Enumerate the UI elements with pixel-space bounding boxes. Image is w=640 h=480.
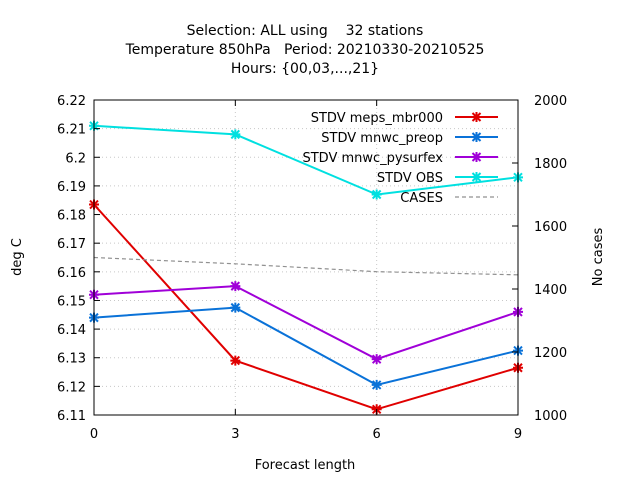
- legend-label-1: STDV mnwc_preop: [321, 131, 443, 146]
- legend-marker-2: [471, 152, 482, 162]
- x-tick-label: 3: [231, 427, 239, 442]
- x-tick-label: 6: [373, 427, 381, 442]
- x-tick-label: 9: [514, 427, 522, 442]
- y2-axis-label: No cases: [591, 228, 606, 287]
- legend-marker-3: [471, 172, 482, 182]
- y-tick-label: 6.17: [57, 237, 86, 252]
- series-line-0: [93, 203, 519, 411]
- tick-labels: 6.11 6.12 6.13 6.14 6.15 6.16 6.17 6.18 6.19 6.2 6…: [57, 94, 567, 442]
- x-tick-label: 0: [90, 427, 98, 442]
- y-tick-label: 6.13: [57, 352, 86, 367]
- legend-label-3: STDV OBS: [377, 171, 443, 186]
- plot-frame: [93, 99, 519, 416]
- y2-tick-label: 1600: [534, 220, 567, 235]
- y-tick-label: 6.11: [57, 409, 86, 424]
- series-line-3: [93, 124, 519, 196]
- data-point-2-2: [371, 354, 382, 365]
- y-tick-label: 6.2: [65, 151, 86, 166]
- x-axis-label: Forecast length: [255, 458, 356, 473]
- chart-title-line-3: Hours: {00,03,...,21}: [231, 61, 379, 77]
- data-point-1-1: [230, 302, 241, 313]
- y2-tick-label: 1000: [534, 409, 567, 424]
- data-point-1-2: [371, 379, 382, 390]
- legend: STDV meps_mbr000 STDV mnwc_preop STDV mnwc…: [302, 111, 498, 206]
- data-point-2-1: [230, 281, 241, 292]
- series-line-2: [93, 285, 519, 361]
- grid: [94, 100, 518, 415]
- data-point-3-2: [371, 189, 382, 200]
- y-axis-label: deg C: [10, 238, 25, 276]
- y-tick-label: 6.16: [57, 266, 86, 281]
- y2-tick-label: 1400: [534, 283, 567, 298]
- legend-marker-0: [471, 112, 482, 122]
- legend-marker-1: [471, 132, 482, 142]
- y-tick-label: 6.22: [57, 94, 86, 109]
- y-tick-label: 6.21: [57, 123, 86, 138]
- series-line-4: [93, 256, 519, 276]
- y2-tick-label: 1800: [534, 157, 567, 172]
- y-tick-label: 6.19: [57, 180, 86, 195]
- y-tick-label: 6.12: [57, 380, 86, 395]
- axes: [93, 99, 519, 416]
- legend-label-0: STDV meps_mbr000: [311, 111, 443, 126]
- y-tick-label: 6.18: [57, 209, 86, 224]
- y2-tick-label: 1200: [534, 346, 567, 361]
- legend-label-4: CASES: [400, 191, 443, 206]
- y-tick-label: 6.14: [57, 323, 86, 338]
- chart-title-line-2: Temperature 850hPa Period: 20210330-2021…: [125, 42, 485, 58]
- legend-label-2: STDV mnwc_pysurfex: [302, 151, 443, 166]
- series-line-1: [93, 306, 519, 386]
- data-point-3-1: [230, 129, 241, 140]
- data-point-0-1: [230, 355, 241, 366]
- y2-tick-label: 2000: [534, 94, 567, 109]
- chart-title-line-1: Selection: ALL using 32 stations: [187, 23, 424, 39]
- y-tick-label: 6.15: [57, 294, 86, 309]
